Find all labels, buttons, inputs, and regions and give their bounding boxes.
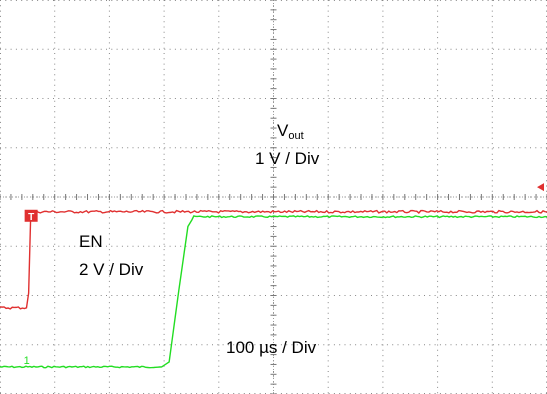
- vout-label-main: V: [277, 121, 289, 140]
- trigger-level-arrow: [537, 183, 544, 192]
- en-trace: [0, 209, 547, 310]
- vout-label-sub: out: [288, 130, 304, 142]
- vout-scale-label: 1 V / Div: [255, 149, 320, 168]
- vout-ground-marker: 1: [24, 355, 30, 367]
- channel-markers: 1 T: [24, 183, 544, 367]
- trigger-marker: T: [28, 212, 34, 223]
- en-label: EN: [79, 232, 103, 251]
- vout-trace: [0, 215, 547, 369]
- vout-label: Vout: [277, 122, 304, 142]
- trigger-marker-box: [24, 209, 38, 222]
- time-scale-label: 100 µs / Div: [226, 338, 317, 357]
- en-scale-label: 2 V / Div: [79, 260, 144, 279]
